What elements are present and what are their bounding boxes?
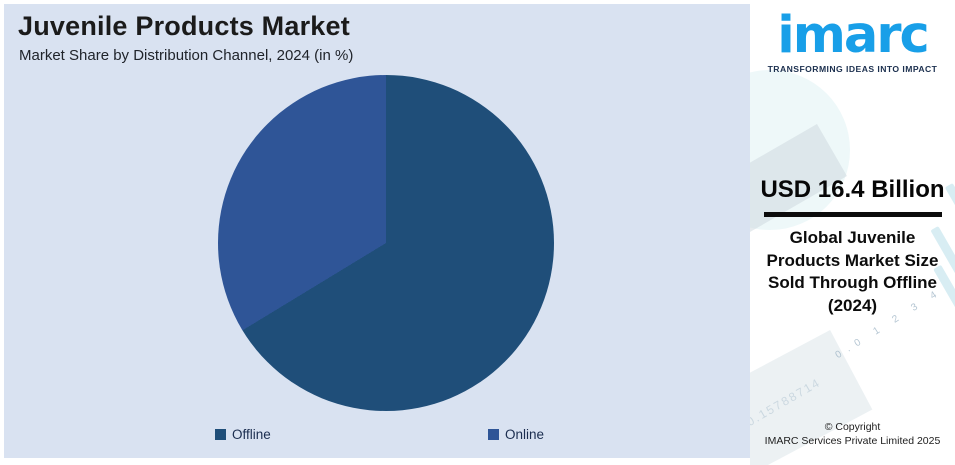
imarc-logo-tagline: TRANSFORMING IDEAS INTO IMPACT [767, 64, 938, 75]
stat-caption: Global Juvenile Products Market Size Sol… [766, 228, 939, 315]
stat-divider [763, 212, 942, 217]
brand-panel: 0.0 1 2 3 4 0.15788714 imarc TRANSFORMIN… [750, 0, 955, 465]
stat-block: USD 16.4 Billion Global Juvenile Product… [750, 176, 955, 317]
imarc-logo: imarc TRANSFORMING IDEAS INTO IMPACT [750, 0, 955, 74]
page-title: Juvenile Products Market [18, 11, 350, 41]
legend-label: Online [505, 427, 545, 442]
copyright-line2: IMARC Services Private Limited 2025 [764, 435, 941, 447]
legend-swatch [488, 429, 499, 440]
copyright: © Copyright IMARC Services Private Limit… [750, 421, 955, 447]
legend-item-offline: Offline [215, 427, 271, 442]
chart-area: Juvenile Products Market Market Share by… [4, 4, 750, 458]
stat-value: USD 16.4 Billion [760, 176, 945, 203]
legend-item-online: Online [488, 427, 544, 442]
legend-label: Offline [232, 427, 271, 442]
legend-swatch [215, 429, 226, 440]
imarc-logo-text: imarc [777, 6, 929, 65]
copyright-line1: © Copyright [824, 421, 881, 433]
pie-chart [218, 75, 554, 411]
chart-subtitle: Market Share by Distribution Channel, 20… [19, 47, 354, 64]
